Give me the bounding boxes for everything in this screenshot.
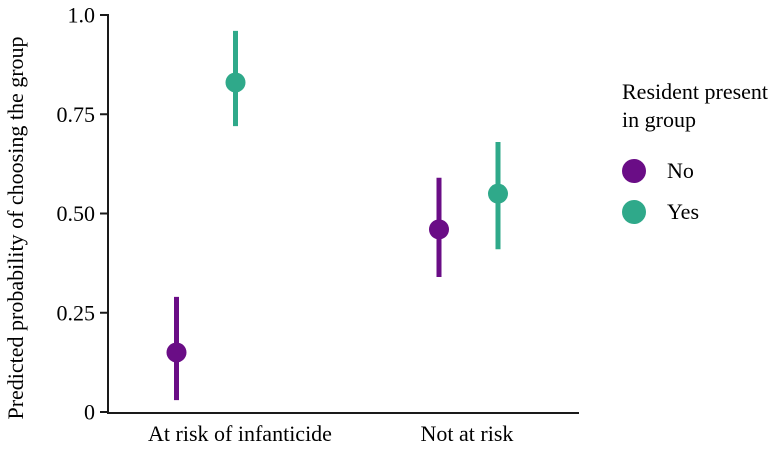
- point-estimate-yes-2: [488, 183, 508, 204]
- legend-item-yes: Yes: [622, 191, 768, 232]
- y-tick-label-0: 0: [84, 400, 95, 425]
- circle-marker-yes-icon: [622, 199, 646, 224]
- legend-title: Resident present in group: [622, 78, 768, 134]
- x-category-label-1: At risk of infanticide: [148, 421, 332, 446]
- x-category-label-2: Not at risk: [421, 421, 514, 446]
- point-estimate-no-1: [166, 342, 187, 363]
- point-estimate-no-2: [429, 219, 449, 240]
- legend: Resident present in group No Yes: [622, 78, 768, 232]
- y-tick-label-0.75: 0.75: [57, 102, 96, 127]
- legend-label-yes: Yes: [667, 198, 700, 224]
- circle-marker-no-icon: [622, 158, 646, 183]
- legend-label-no: No: [667, 157, 694, 183]
- y-tick-label-1.0: 1.0: [68, 3, 96, 28]
- legend-title-line1: Resident present: [622, 79, 769, 104]
- legend-item-no: No: [622, 150, 768, 191]
- point-estimate-yes-1: [225, 72, 246, 93]
- y-tick-label-0.50: 0.50: [57, 201, 96, 226]
- legend-title-line2: in group: [622, 107, 696, 132]
- y-tick-label-0.25: 0.25: [57, 300, 96, 325]
- legend-items: No Yes: [622, 150, 768, 232]
